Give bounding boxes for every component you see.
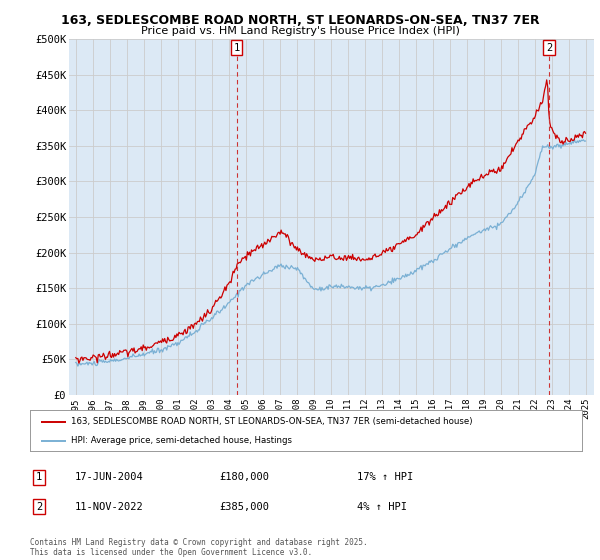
Text: Contains HM Land Registry data © Crown copyright and database right 2025.
This d: Contains HM Land Registry data © Crown c… — [30, 538, 368, 557]
Text: £180,000: £180,000 — [219, 472, 269, 482]
Text: 11-NOV-2022: 11-NOV-2022 — [75, 502, 144, 512]
Text: 4% ↑ HPI: 4% ↑ HPI — [357, 502, 407, 512]
Text: £385,000: £385,000 — [219, 502, 269, 512]
Text: HPI: Average price, semi-detached house, Hastings: HPI: Average price, semi-detached house,… — [71, 436, 292, 445]
Text: 1: 1 — [233, 43, 239, 53]
Text: 163, SEDLESCOMBE ROAD NORTH, ST LEONARDS-ON-SEA, TN37 7ER: 163, SEDLESCOMBE ROAD NORTH, ST LEONARDS… — [61, 14, 539, 27]
Text: 163, SEDLESCOMBE ROAD NORTH, ST LEONARDS-ON-SEA, TN37 7ER (semi-detached house): 163, SEDLESCOMBE ROAD NORTH, ST LEONARDS… — [71, 417, 473, 426]
Text: Price paid vs. HM Land Registry's House Price Index (HPI): Price paid vs. HM Land Registry's House … — [140, 26, 460, 36]
Text: 2: 2 — [36, 502, 42, 512]
Text: 17-JUN-2004: 17-JUN-2004 — [75, 472, 144, 482]
Text: 17% ↑ HPI: 17% ↑ HPI — [357, 472, 413, 482]
Text: 1: 1 — [36, 472, 42, 482]
Text: 2: 2 — [546, 43, 552, 53]
